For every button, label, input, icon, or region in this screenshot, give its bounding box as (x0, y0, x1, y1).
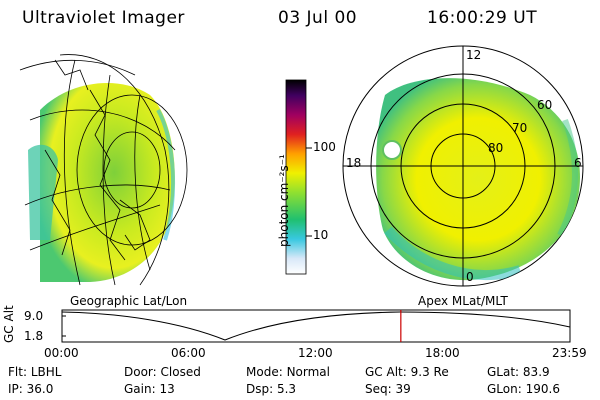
lat-label-60: 60 (537, 98, 553, 112)
colorbar-tick-10: 10 (313, 228, 329, 242)
mlt-label-12: 12 (466, 48, 482, 62)
lat-label-80: 80 (488, 141, 504, 155)
altitude-ylabel: GC Alt (2, 305, 16, 343)
status-glon: GLon: 190.6 (487, 382, 560, 396)
mlt-label-6: 6 (574, 156, 582, 170)
colorbar (285, 79, 312, 275)
status-door: Door: Closed (124, 365, 201, 379)
altitude-plot (61, 309, 571, 343)
altitude-xtick-2359: 23:59 (552, 346, 587, 360)
polar-plot (342, 45, 584, 287)
apex-panel-label: Apex MLat/MLT (418, 294, 508, 308)
time-label: 16:00:29 UT (427, 8, 538, 28)
lat-label-70: 70 (512, 121, 528, 135)
altitude-xtick-1800: 18:00 (425, 346, 460, 360)
altitude-xtick-0000: 00:00 (44, 346, 79, 360)
altitude-ytick-high: 9.0 (24, 309, 44, 323)
instrument-title: Ultraviolet Imager (22, 8, 185, 28)
geographic-image (19, 54, 188, 286)
geographic-panel-label: Geographic Lat/Lon (70, 294, 188, 308)
date-label: 03 Jul 00 (278, 8, 358, 28)
status-filter: Flt: LBHL (8, 365, 62, 379)
mlt-label-18: 18 (346, 156, 362, 170)
colorbar-unit-label: photon cm⁻²s⁻¹ (277, 154, 291, 247)
status-mode: Mode: Normal (246, 365, 330, 379)
status-gain: Gain: 13 (124, 382, 175, 396)
status-ip: IP: 36.0 (8, 382, 54, 396)
altitude-xtick-1200: 12:00 (298, 346, 333, 360)
status-glat: GLat: 83.9 (487, 365, 550, 379)
colorbar-tick-100: 100 (313, 140, 336, 154)
mlt-label-0: 0 (466, 270, 474, 284)
status-gc-alt: GC Alt: 9.3 Re (365, 365, 449, 379)
altitude-ytick-low: 1.8 (24, 329, 44, 343)
altitude-xtick-0600: 06:00 (171, 346, 206, 360)
status-dsp: Dsp: 5.3 (246, 382, 297, 396)
status-seq: Seq: 39 (365, 382, 411, 396)
